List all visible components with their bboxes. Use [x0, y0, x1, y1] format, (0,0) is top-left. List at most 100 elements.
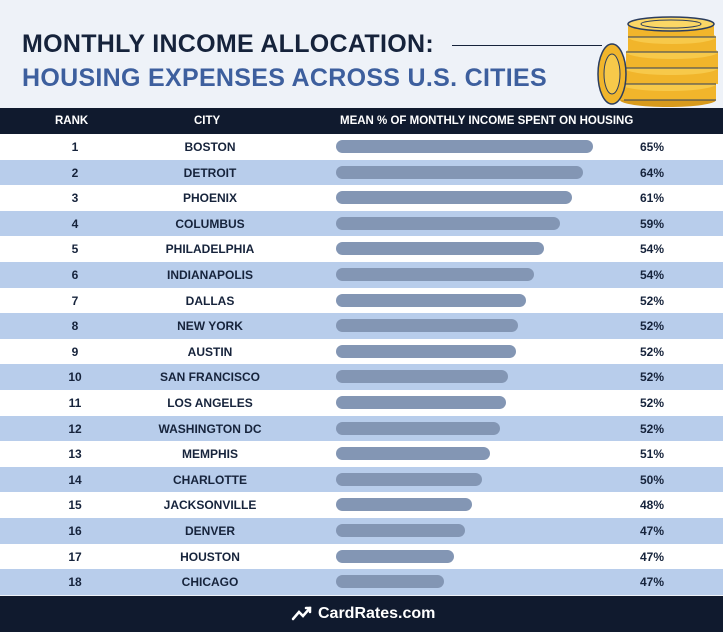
- cardrates-logo-icon: [291, 606, 312, 621]
- percent-label: 51%: [639, 447, 664, 462]
- city-cell: CHICAGO: [181, 575, 239, 590]
- table-row: 16 DENVER 47%: [0, 517, 723, 544]
- city-cell: BOSTON: [184, 140, 236, 154]
- city-cell: DALLAS: [185, 293, 235, 308]
- percent-label: 52%: [639, 293, 664, 308]
- table-row: 15 JACKSONVILLE 48%: [0, 492, 723, 518]
- value-bar: [336, 472, 483, 486]
- value-bar: [336, 395, 506, 409]
- table-row: 9 AUSTIN 52%: [0, 338, 723, 365]
- rank-cell: 8: [71, 319, 79, 334]
- table-row: 5 PHILADELPHIA 54%: [0, 236, 723, 262]
- rank-cell: 10: [68, 370, 82, 385]
- percent-label: 47%: [639, 523, 664, 538]
- title-divider: [452, 45, 602, 46]
- city-cell: PHOENIX: [182, 191, 237, 206]
- table-row: 12 WASHINGTON DC 52%: [0, 415, 723, 442]
- table-row: 4 COLUMBUS 59%: [0, 210, 723, 237]
- value-bar: [336, 293, 527, 307]
- rank-cell: 4: [71, 216, 79, 231]
- table-row: 17 HOUSTON 47%: [0, 543, 723, 570]
- city-cell: LOS ANGELES: [167, 395, 253, 410]
- value-bar: [336, 165, 583, 179]
- percent-label: 52%: [639, 370, 664, 385]
- percent-label: 64%: [639, 165, 664, 180]
- rank-cell: 9: [71, 344, 79, 359]
- value-bar: [336, 191, 573, 205]
- header-metric: MEAN % OF MONTHLY INCOME SPENT ON HOUSIN…: [340, 115, 634, 127]
- value-bar: [336, 140, 593, 153]
- value-bar: [336, 344, 516, 358]
- percent-label: 47%: [639, 549, 664, 564]
- table-row: 11 LOS ANGELES 52%: [0, 389, 723, 416]
- value-bar: [336, 421, 501, 435]
- rank-cell: 17: [68, 549, 82, 564]
- table-row: 2 DETROIT 64%: [0, 159, 723, 186]
- value-bar: [336, 242, 545, 256]
- percent-label: 52%: [639, 421, 664, 436]
- city-cell: HOUSTON: [180, 549, 240, 564]
- percent-label: 65%: [639, 140, 664, 154]
- percent-label: 54%: [639, 242, 664, 257]
- rank-cell: 3: [71, 191, 79, 206]
- header-city: CITY: [194, 115, 221, 127]
- city-cell: MEMPHIS: [181, 447, 238, 462]
- percent-label: 47%: [639, 575, 664, 590]
- table-body: 1 BOSTON 65% 2 DETROIT 64% 3 PHOENIX 61% 4 COLUMBU…: [0, 134, 723, 595]
- header-rank: RANK: [55, 115, 89, 127]
- header: MONTHLY INCOME ALLOCATION: HOUSING EXPEN…: [0, 0, 723, 108]
- footer: CardRates.com: [0, 596, 723, 632]
- percent-label: 52%: [639, 344, 664, 359]
- value-bar: [336, 498, 473, 512]
- table-row: 8 NEW YORK 52%: [0, 313, 723, 339]
- percent-label: 59%: [639, 216, 664, 231]
- city-cell: WASHINGTON DC: [158, 421, 262, 436]
- city-cell: CHARLOTTE: [173, 472, 247, 487]
- table-row: 13 MEMPHIS 51%: [0, 441, 723, 467]
- value-bar: [336, 523, 465, 537]
- percent-label: 61%: [639, 191, 664, 206]
- city-cell: INDIANAPOLIS: [166, 267, 253, 282]
- city-cell: DENVER: [184, 523, 235, 538]
- table-row: 18 CHICAGO 47%: [0, 569, 723, 595]
- table-row: 1 BOSTON 65%: [0, 134, 723, 160]
- table-row: 10 SAN FRANCISCO 52%: [0, 364, 723, 390]
- coin-stack-icon: [597, 16, 718, 107]
- brand-name: CardRates.com: [318, 605, 436, 622]
- table-row: 3 PHOENIX 61%: [0, 185, 723, 211]
- table-row: 14 CHARLOTTE 50%: [0, 466, 723, 493]
- city-cell: COLUMBUS: [175, 216, 245, 231]
- city-cell: NEW YORK: [177, 319, 243, 334]
- table-row: 6 INDIANAPOLIS 54%: [0, 261, 723, 288]
- value-bar: [336, 267, 534, 281]
- value-bar: [336, 370, 509, 384]
- table-row: 7 DALLAS 52%: [0, 287, 723, 314]
- city-cell: SAN FRANCISCO: [159, 370, 260, 385]
- rank-cell: 18: [68, 575, 82, 590]
- percent-label: 50%: [639, 472, 664, 487]
- table-header: RANK CITY MEAN % OF MONTHLY INCOME SPENT…: [0, 108, 723, 134]
- value-bar: [336, 216, 560, 230]
- percent-label: 52%: [639, 319, 664, 334]
- title-line-2: HOUSING EXPENSES ACROSS U.S. CITIES: [22, 64, 547, 92]
- rank-cell: 15: [68, 498, 82, 513]
- rank-cell: 16: [68, 523, 82, 538]
- title-line-1: MONTHLY INCOME ALLOCATION:: [22, 30, 434, 58]
- rank-cell: 5: [71, 242, 79, 257]
- value-bar: [336, 319, 519, 333]
- rank-cell: 7: [71, 293, 79, 308]
- city-cell: PHILADELPHIA: [165, 242, 255, 257]
- value-bar: [336, 549, 455, 563]
- value-bar: [336, 447, 491, 461]
- rank-cell: 2: [71, 165, 79, 180]
- rank-cell: 11: [68, 395, 82, 410]
- rank-cell: 14: [68, 472, 82, 487]
- rank-cell: 13: [68, 447, 82, 462]
- city-cell: DETROIT: [183, 165, 237, 180]
- percent-label: 48%: [639, 498, 664, 513]
- rank-cell: 12: [68, 421, 82, 436]
- city-cell: AUSTIN: [187, 344, 233, 359]
- percent-label: 52%: [639, 395, 664, 410]
- rank-cell: 6: [71, 267, 79, 282]
- rank-cell: 1: [71, 140, 79, 154]
